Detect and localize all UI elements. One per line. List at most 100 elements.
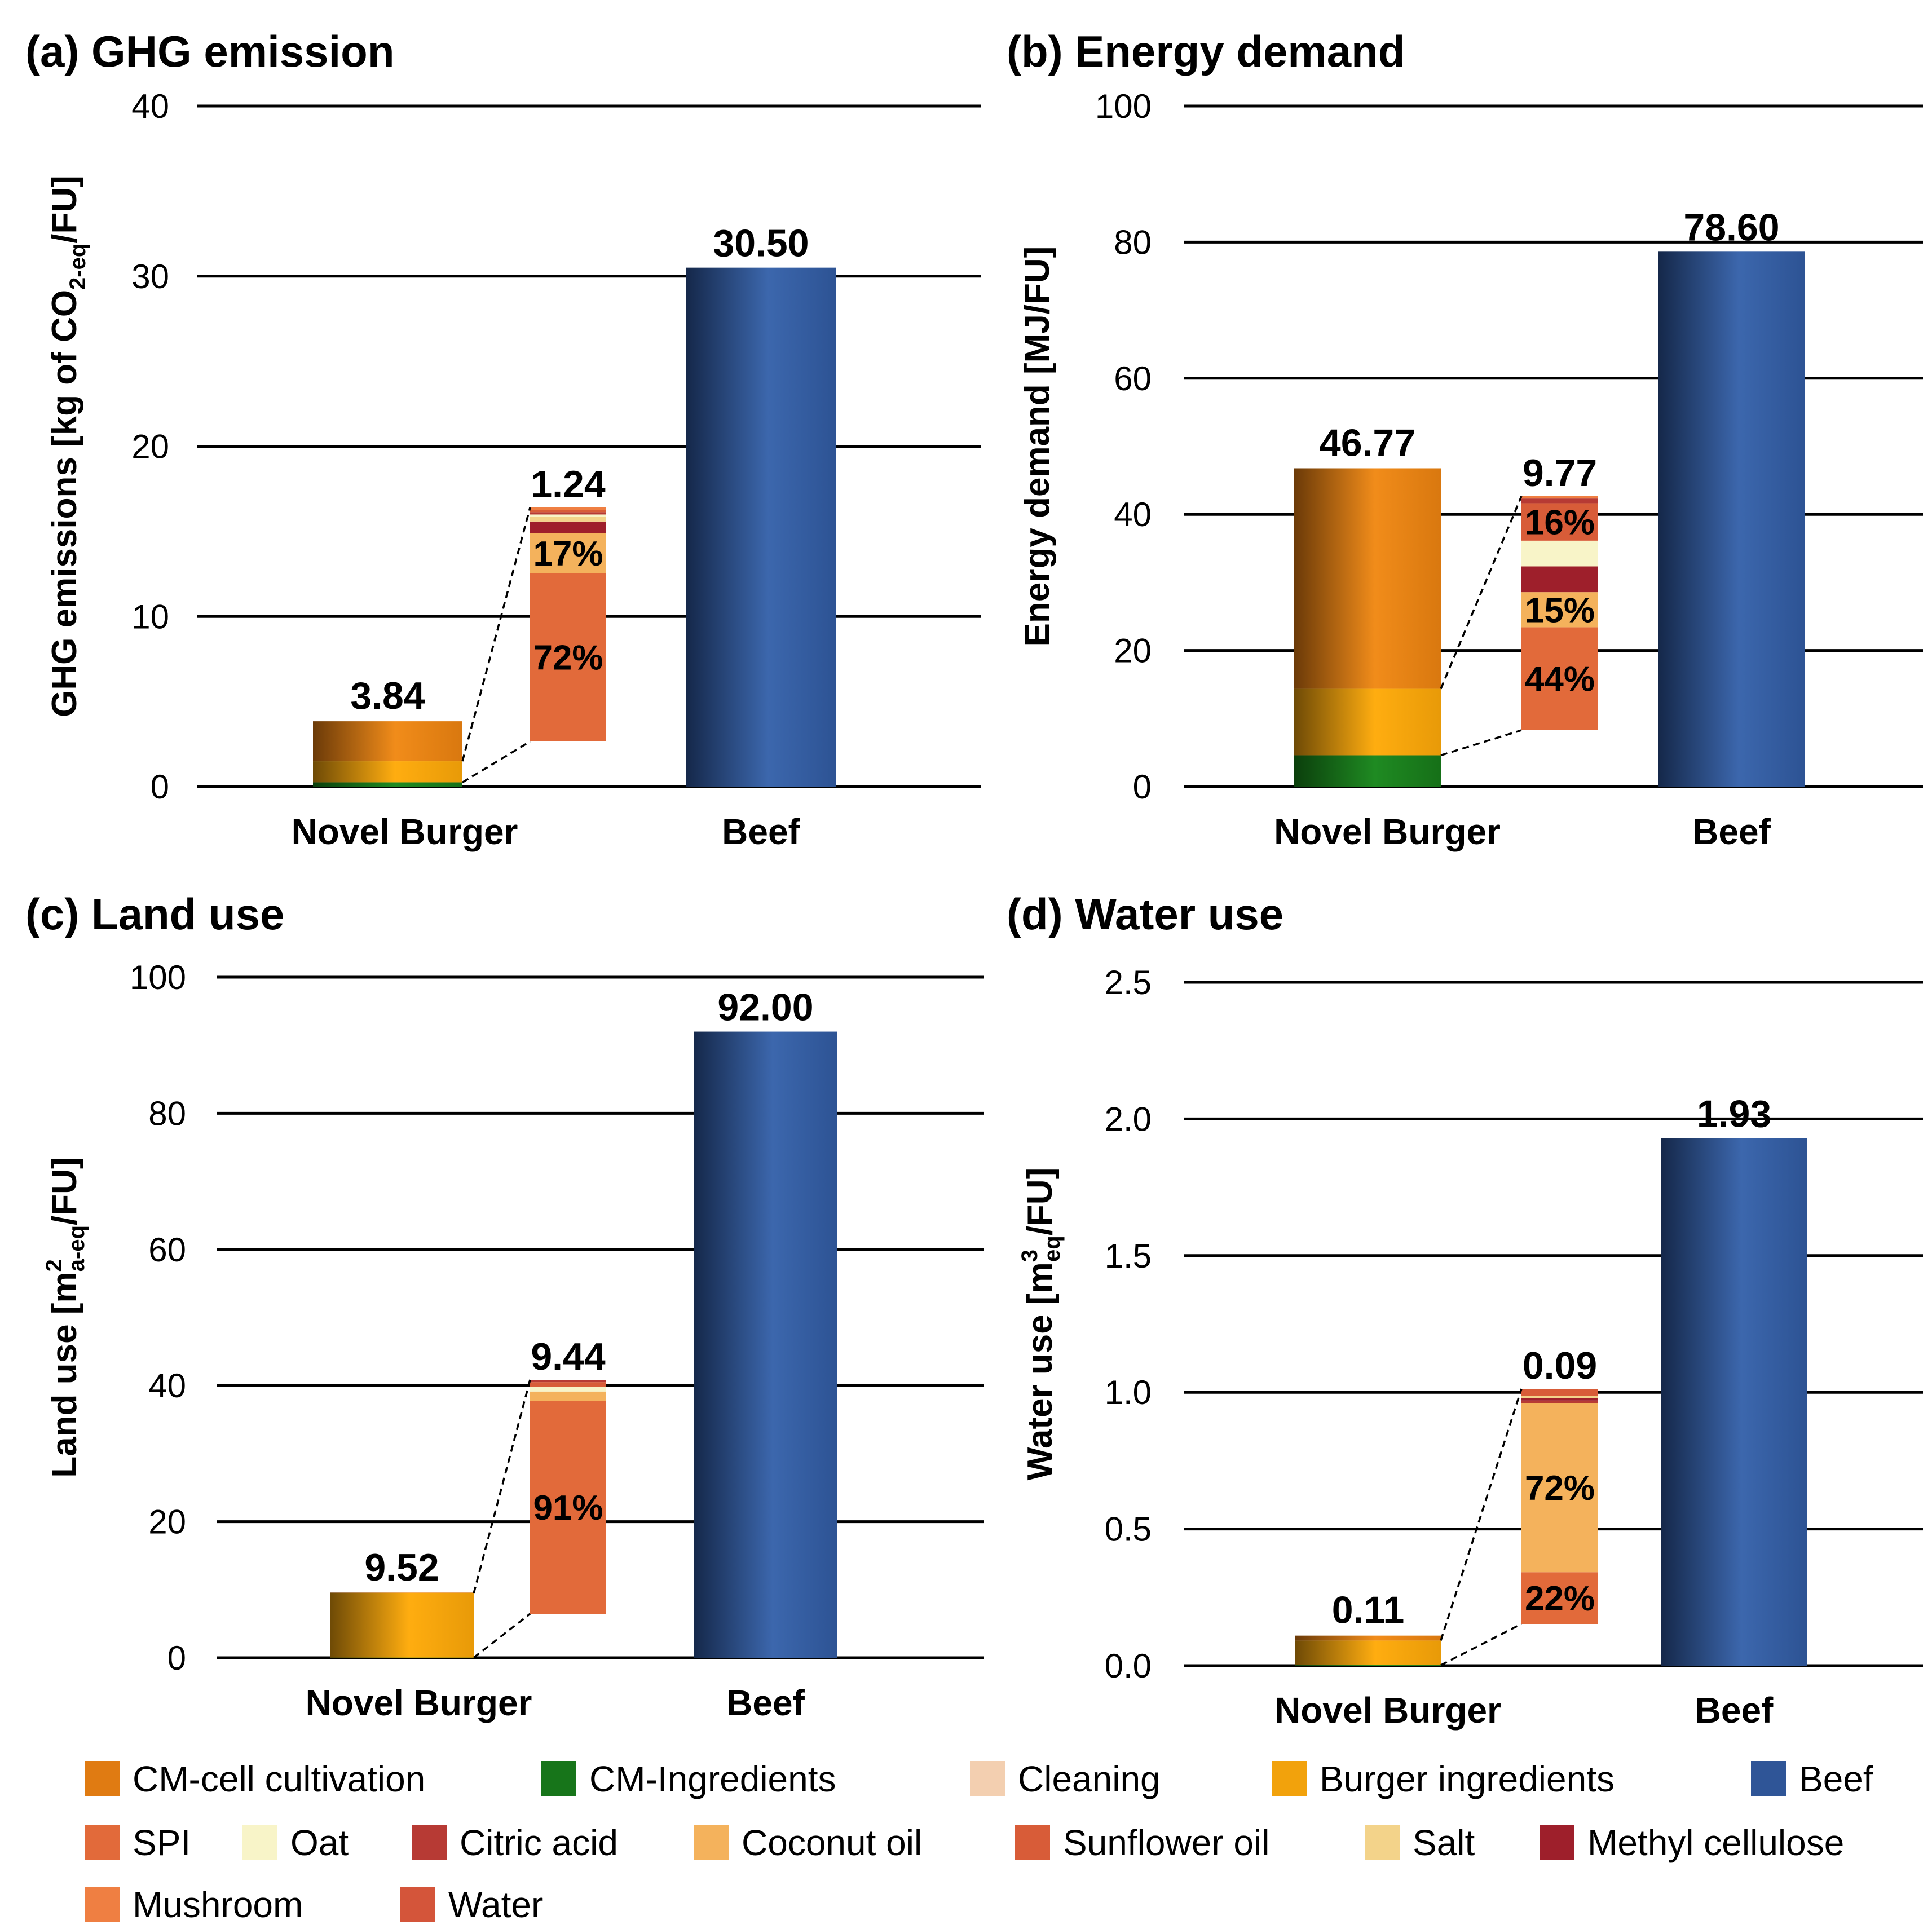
share-label: 72% — [533, 639, 603, 678]
legend-item-beef: Beef — [1751, 1759, 1873, 1799]
panel-b: (b) Energy demand 0 20 40 60 80 100 Energy dema… — [1007, 27, 1923, 852]
legend-label: SPI — [133, 1822, 191, 1863]
breakdown-segment-spi — [530, 1401, 606, 1614]
breakdown-segment-oat — [530, 514, 606, 517]
legend-item-methyl-cellulose: Methyl cellulose — [1540, 1822, 1844, 1863]
legend-label: Citric acid — [460, 1822, 618, 1863]
legend-label: Methyl cellulose — [1587, 1822, 1844, 1863]
bar-segment-burger-ingredients — [1294, 688, 1441, 756]
legend: CM-cell cultivation CM-Ingredients Cleanin… — [85, 1759, 1873, 1925]
bar-segment-cm-cell-cultivation — [1294, 468, 1441, 689]
y-tick-label: 0 — [151, 768, 169, 806]
legend-item-coconut-oil: Coconut oil — [694, 1822, 922, 1863]
share-label: 72% — [1525, 1469, 1595, 1508]
breakdown-segment-coconut-oil — [1521, 1403, 1598, 1573]
share-label: 44% — [1525, 660, 1595, 699]
breakdown-segment-mushroom — [1521, 496, 1598, 499]
data-label: 9.44 — [531, 1335, 606, 1378]
breakdown-segment-methyl-cellulose — [1521, 566, 1598, 593]
breakdown-segment-methyl-cellulose — [1521, 1398, 1598, 1401]
y-tick-label: 20 — [131, 428, 169, 466]
breakdown-segment-coconut-oil — [530, 1391, 606, 1401]
connector-line — [1440, 496, 1523, 690]
legend-item-citric-acid: Citric acid — [412, 1822, 618, 1863]
legend-item-sunflower-oil: Sunflower oil — [1015, 1822, 1269, 1863]
legend-swatch — [1365, 1825, 1400, 1860]
legend-label: Cleaning — [1018, 1759, 1161, 1799]
breakdown-segment-spi — [530, 573, 606, 741]
bar-segment-burger-ingredients — [1295, 1640, 1441, 1666]
bar-segment-cm-ingredients — [1294, 755, 1441, 787]
legend-swatch — [970, 1761, 1005, 1796]
x-category-label: Beef — [1692, 811, 1771, 852]
legend-swatch — [242, 1825, 277, 1860]
data-label: 0.09 — [1523, 1344, 1597, 1387]
data-label: 1.93 — [1697, 1092, 1771, 1135]
breakdown-segment-oat — [530, 1387, 606, 1392]
y-tick-label: 2.5 — [1105, 964, 1152, 1001]
y-tick-label: 40 — [148, 1367, 186, 1405]
breakdown-segment-spi — [1521, 627, 1598, 730]
y-tick-label: 10 — [131, 598, 169, 635]
legend-swatch — [85, 1825, 120, 1860]
legend-swatch — [85, 1761, 120, 1796]
breakdown-segment-oat — [1521, 540, 1598, 567]
bar-segment-cm-ingredients — [313, 782, 462, 787]
bar-segment-burger-ingredients — [330, 1593, 474, 1658]
y-tick-label: 1.0 — [1105, 1374, 1152, 1411]
share-label: 17% — [533, 535, 603, 573]
connector-line — [1440, 1623, 1522, 1666]
legend-swatch — [1272, 1761, 1307, 1796]
breakdown-segment-citric-acid — [530, 1380, 606, 1383]
chart-title: (d) Water use — [1007, 889, 1283, 939]
y-tick-label: 100 — [1095, 87, 1152, 125]
bar-segment-burger-ingredients — [313, 761, 462, 783]
data-label: 1.24 — [531, 463, 606, 506]
breakdown-segment-sunflower-oil — [530, 510, 606, 513]
legend-label: Beef — [1799, 1759, 1873, 1799]
connector-line — [462, 740, 531, 783]
bar-beef — [1658, 251, 1805, 787]
y-tick-label: 80 — [1114, 223, 1152, 261]
connector-line — [473, 1379, 531, 1594]
legend-label: CM-Ingredients — [589, 1759, 836, 1799]
data-label: 9.52 — [364, 1546, 439, 1589]
bar-beef — [686, 267, 836, 787]
legend-label: Salt — [1413, 1822, 1475, 1863]
breakdown-segment-mushroom — [530, 507, 606, 510]
breakdown-segment-coconut-oil — [1521, 592, 1598, 628]
x-category-label: Novel Burger — [306, 1683, 532, 1723]
legend-label: Burger ingredients — [1320, 1759, 1615, 1799]
y-tick-label: 40 — [131, 87, 169, 125]
y-tick-label: 30 — [131, 258, 169, 295]
x-category-label: Novel Burger — [1274, 811, 1501, 852]
data-label: 3.84 — [350, 674, 425, 717]
y-axis-label: Water use [m3eq/FU] — [1017, 1168, 1065, 1480]
y-tick-label: 80 — [148, 1094, 186, 1132]
legend-label: Mushroom — [133, 1884, 303, 1925]
legend-item-oat: Oat — [242, 1822, 349, 1863]
y-tick-label: 100 — [130, 959, 186, 996]
panel-c: (c) Land use 0 20 40 60 80 100 Land use [m2a-eq… — [25, 889, 984, 1723]
legend-swatch — [694, 1825, 729, 1860]
data-label: 30.50 — [713, 222, 809, 265]
y-tick-label: 2.0 — [1105, 1100, 1152, 1138]
y-tick-label: 20 — [148, 1503, 186, 1541]
data-label: 46.77 — [1320, 421, 1415, 464]
breakdown-segment-citric-acid — [530, 512, 606, 515]
data-label: 0.11 — [1332, 1589, 1405, 1632]
chart-title: (b) Energy demand — [1007, 27, 1405, 76]
y-tick-label: 40 — [1114, 496, 1152, 533]
legend-swatch — [1015, 1825, 1050, 1860]
bar-segment-cm-cell-cultivation — [313, 721, 462, 762]
y-tick-label: 0.0 — [1105, 1647, 1152, 1685]
data-label: 9.77 — [1523, 452, 1597, 495]
legend-label: Sunflower oil — [1063, 1822, 1269, 1863]
breakdown-segment-coconut-oil — [530, 533, 606, 573]
breakdown-segment-salt — [530, 517, 606, 522]
x-category-label: Beef — [722, 811, 800, 852]
legend-item-mushroom: Mushroom — [85, 1884, 303, 1925]
legend-item-cleaning: Cleaning — [970, 1759, 1161, 1799]
legend-swatch — [1540, 1825, 1574, 1860]
